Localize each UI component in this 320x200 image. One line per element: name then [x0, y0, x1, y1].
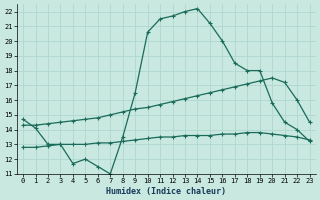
X-axis label: Humidex (Indice chaleur): Humidex (Indice chaleur): [106, 187, 226, 196]
